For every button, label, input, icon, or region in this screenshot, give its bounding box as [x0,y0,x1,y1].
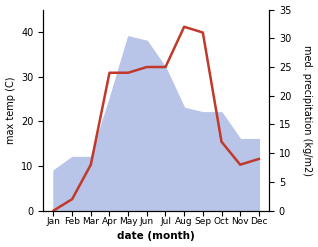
Y-axis label: med. precipitation (kg/m2): med. precipitation (kg/m2) [302,45,313,176]
X-axis label: date (month): date (month) [117,231,195,242]
Y-axis label: max temp (C): max temp (C) [5,76,16,144]
